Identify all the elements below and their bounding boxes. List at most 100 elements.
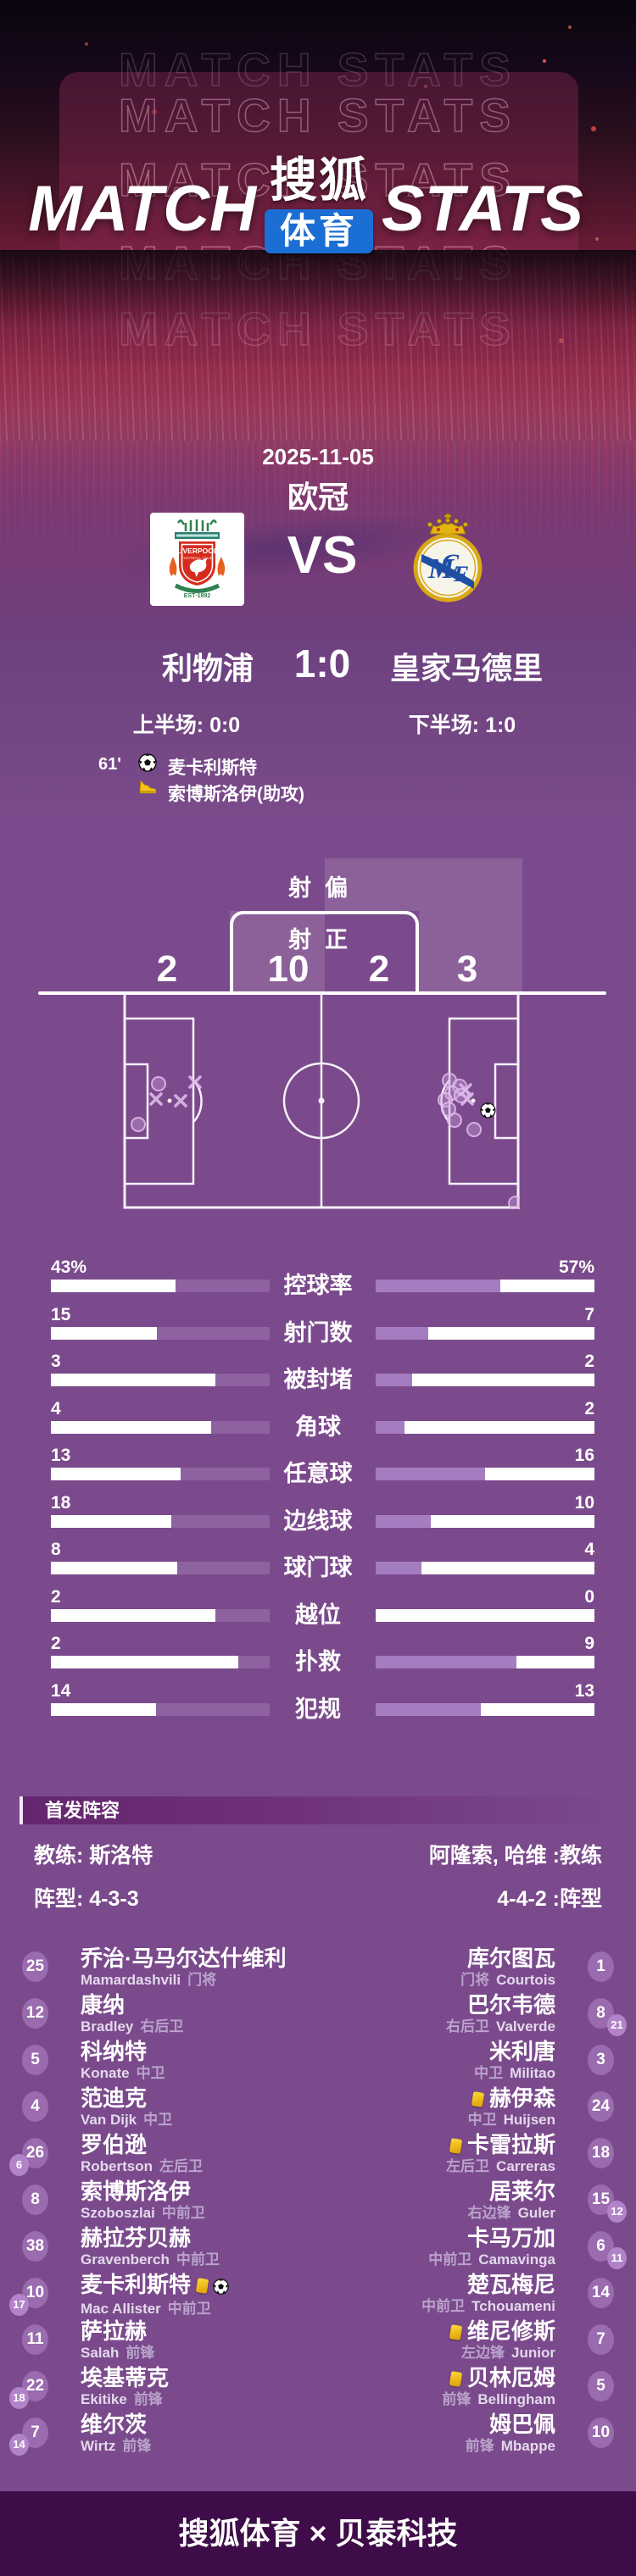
player-number-badge: 8 [22,2185,48,2215]
away-stat-value: 0 [584,1586,594,1607]
goal-marker [480,1102,496,1119]
match-date: 2025-11-05 [262,444,374,469]
player-row: 8 21 巴尔韦德 右后卫 Valverde [318,1991,636,2038]
player-row: 8 索博斯洛伊 Szoboszlai 中前卫 [0,2178,318,2224]
football-pitch [123,993,520,1209]
stat-label: 任意球 [283,1461,353,1486]
player-name-text: 居莱尔 [488,2179,555,2204]
player-number-badge: 18 [588,2138,614,2168]
player-latin-name: Gravenberch [81,2251,170,2268]
player-latin-name: Szoboszlai [81,2205,155,2221]
player-row: 25 乔治·马马尔达什维利 Mamardashvili 门将 [0,1945,318,1991]
svg-text:LIVERPOOL: LIVERPOOL [176,547,218,555]
player-name: 库尔图瓦 [460,1946,555,1971]
player-position: 前锋 [442,2391,471,2407]
player-number-badge: 24 [588,2091,614,2122]
player-name-text: 姆巴佩 [488,2412,555,2437]
player-meta: Salah 前锋 [81,2345,154,2362]
player-meta: Robertson 左后卫 [81,2158,203,2175]
player-meta: 右边锋 Guler [468,2205,555,2222]
away-coach: 阿隆索, 哈维 :教练 [428,1844,602,1868]
player-latin-name: Mamardashvili [81,1972,181,1988]
player-number-badge: 10 [588,2418,614,2448]
player-position: 中前卫 [167,2301,211,2317]
player-name-text: 贝林厄姆 [466,2365,555,2390]
player-meta: 中前卫 Tchouameni [421,2298,555,2315]
player-name-text: 康纳 [81,1992,126,2018]
stat-label: 被封堵 [283,1367,353,1392]
away-stat-bar-fill [376,1420,405,1434]
home-stat-value: 43% [51,1257,87,1277]
away-stat-bar [376,1326,594,1340]
away-stat-bar [376,1702,594,1716]
player-info: 居莱尔 右边锋 Guler [468,2179,555,2222]
player-meta: Ekitike 前锋 [81,2391,169,2408]
player-number-badge: 22 [22,2371,48,2401]
player-meta: 左边锋 Junior [450,2345,555,2362]
goal-event-row: 61' 麦卡利斯特 [0,752,636,778]
home-stat-bar [51,1468,270,1480]
player-latin-name: Guler [517,2205,555,2221]
home-stat-bar-fill [156,1326,270,1340]
home-stat-bar [51,1562,270,1574]
player-meta: 中卫 Huijsen [468,2112,555,2129]
player-meta: 门将 Courtois [460,1972,555,1989]
player-name: 楚瓦梅尼 [421,2272,555,2297]
player-number-badge: 6 [588,2231,614,2262]
competition-name: 欧冠 [287,480,349,514]
player-row: 18 卡雷拉斯 左后卫 Carreras [318,2131,636,2178]
event-player: 麦卡利斯特 [168,758,257,778]
home-stat-bar-fill [238,1656,270,1668]
player-position: 右边锋 [467,2205,511,2221]
player-info: 维尼修斯 左边锋 Junior [449,2318,555,2362]
stat-label: 扑救 [295,1649,341,1674]
svg-text:C: C [442,549,460,577]
home-team-name: 利物浦 [161,651,254,686]
away-stat-bar-fill [376,1326,429,1340]
player-name: 康纳 [81,1992,183,2018]
player-latin-name: Mbappe [500,2438,555,2454]
player-meta: 前锋 Mbappe [466,2438,555,2455]
watermark-text: MATCH STATS [118,42,517,97]
stat-bars-chart: 43% 57% 控球率 15 7 射门数 3 2 被封堵 4 2 角球 13 1… [0,1257,636,1732]
players-list: 25 乔治·马马尔达什维利 Mamardashvili 门将 12 康纳 Brad… [0,1945,636,2462]
home-stat-bar-fill [176,1280,270,1292]
player-number-badge: 15 [588,2185,614,2215]
event-icon [138,780,159,800]
footer-credit: 搜狐体育 × 贝泰科技 [178,2516,458,2551]
player-name: 姆巴佩 [466,2412,555,2437]
player-position: 前锋 [126,2345,155,2361]
player-latin-name: Van Dijk [81,2112,137,2128]
substitute-number-badge: 12 [607,2201,627,2223]
player-info: 索博斯洛伊 Szoboszlai 中前卫 [81,2179,205,2222]
player-latin-name: Mac Allister [81,2301,161,2317]
home-stat-bar-fill [156,1702,270,1716]
player-info: 罗伯逊 Robertson 左后卫 [81,2132,203,2175]
player-position: 中卫 [143,2112,173,2128]
match-score: 1:0 [293,641,351,686]
player-name-text: 麦卡利斯特 [81,2272,192,2297]
vs-label: VS [287,526,358,585]
player-row: 6 11 卡马万加 中前卫 Camavinga [318,2224,636,2271]
player-latin-name: Wirtz [81,2438,116,2454]
player-row: 4 范迪克 Van Dijk 中卫 [0,2085,318,2131]
stat-row: 2 9 扑救 [0,1634,636,1678]
player-meta: Mamardashvili 门将 [81,1972,287,1989]
player-row: 1 库尔图瓦 门将 Courtois [318,1945,636,1991]
home-ontarget-highlight [230,911,325,993]
player-row: 7 14 维尔茨 Wirtz 前锋 [0,2411,318,2457]
football-icon [138,753,157,772]
player-name-text: 赫拉芬贝赫 [81,2225,192,2251]
player-name-text: 范迪克 [81,2085,148,2111]
shots-off-target-label: 射偏 [288,875,361,901]
player-name: 卡马万加 [428,2225,555,2251]
watermark-text: MATCH STATS [118,88,517,142]
player-latin-name: Camavinga [478,2251,555,2268]
player-meta: Wirtz 前锋 [81,2438,151,2455]
player-name-text: 科纳特 [81,2039,148,2064]
player-position: 前锋 [133,2391,163,2407]
stat-label: 角球 [295,1413,341,1440]
real-madrid-crest-icon: M C F [413,513,483,602]
stat-row: 43% 57% 控球率 [0,1257,636,1302]
player-position: 前锋 [122,2438,152,2454]
